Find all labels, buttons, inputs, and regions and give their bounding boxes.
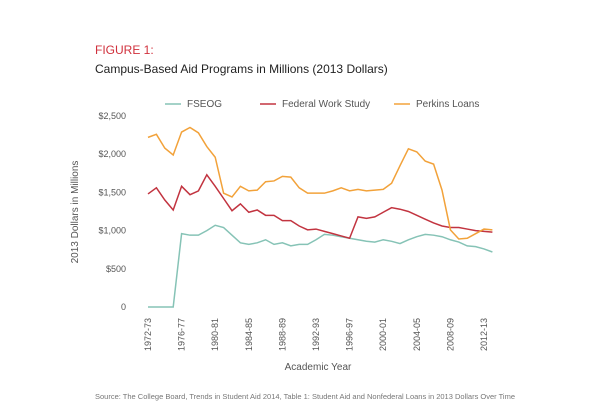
x-axis-label: Academic Year <box>285 362 352 373</box>
legend-label: Perkins Loans <box>416 99 479 110</box>
series-line <box>147 173 493 240</box>
legend-label: Federal Work Study <box>282 99 370 110</box>
y-tick-label: $1,500 <box>98 187 126 197</box>
x-tick-label: 1972-73 <box>143 318 153 351</box>
chart-title: Campus-Based Aid Programs in Millions (2… <box>95 62 388 76</box>
x-tick-label: 2012-13 <box>479 318 489 351</box>
source-note: Source: The College Board, Trends in Stu… <box>95 392 515 401</box>
x-tick-label: 1988-89 <box>277 318 287 351</box>
x-tick-label: 1976-77 <box>177 318 187 351</box>
y-tick-label: $500 <box>106 264 126 274</box>
x-tick-label: 1996-97 <box>345 318 355 351</box>
figure-label: FIGURE 1: <box>95 43 154 57</box>
x-tick-label: 2004-05 <box>412 318 422 351</box>
series-line <box>148 224 493 308</box>
x-tick-label: 1980-81 <box>210 318 220 351</box>
x-tick-label: 2008-09 <box>445 318 455 351</box>
x-tick-label: 2000-01 <box>378 318 388 351</box>
y-axis-label: 2013 Dollars in Millions <box>70 161 81 264</box>
y-tick-label: $2,000 <box>98 149 126 159</box>
x-tick-label: 1984-85 <box>244 318 254 351</box>
x-tick-label: 1992-93 <box>311 318 321 351</box>
legend-label: FSEOG <box>187 99 222 110</box>
series-line <box>147 126 493 240</box>
source-box: Source: The College Board, Trends in Stu… <box>95 392 515 401</box>
y-tick-label: $2,500 <box>98 111 126 121</box>
y-tick-label: 0 <box>121 302 126 312</box>
y-tick-label: $1,000 <box>98 226 126 236</box>
